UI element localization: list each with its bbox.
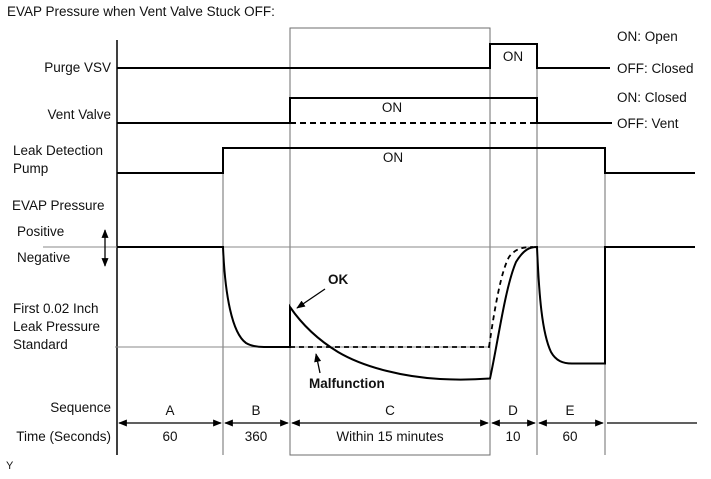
time-row-label: Time (Seconds) [16, 429, 111, 444]
vent-valve-label: Vent Valve [47, 107, 111, 122]
purge-vsv-waveform [117, 43, 610, 69]
leak-detection-pump-waveform [117, 147, 695, 174]
ok-annotation-label: OK [328, 272, 349, 287]
legend-purge-on: ON: Open [617, 29, 678, 44]
sequence-label-c: C [385, 403, 395, 418]
figure-footnote-mark: Y [6, 460, 14, 472]
evap-pressure-label: EVAP Pressure [12, 198, 105, 213]
region-c-box [289, 27, 491, 456]
sequence-label-a: A [165, 403, 174, 418]
ok-pressure-recovery-dashed-curve [488, 246, 534, 348]
figure-title: EVAP Pressure when Vent Valve Stuck OFF: [7, 4, 275, 19]
time-value-d: 10 [505, 429, 520, 444]
purge-vsv-label: Purge VSV [44, 60, 111, 75]
evap-pressure-trace [117, 245, 695, 381]
positive-label: Positive [17, 224, 64, 239]
leak-standard-label-line1: First 0.02 Inch [13, 301, 99, 316]
time-value-e: 60 [562, 429, 577, 444]
leak-detection-pump-label-line1: Leak Detection [13, 143, 103, 158]
time-value-a: 60 [162, 429, 177, 444]
legend-vent-off: OFF: Vent [617, 116, 679, 131]
legend-purge-off: OFF: Closed [617, 61, 694, 76]
vent-valve-commanded-waveform [117, 97, 612, 124]
sequence-label-d: D [508, 403, 518, 418]
sequence-row-label: Sequence [50, 400, 111, 415]
sequence-label-e: E [565, 403, 574, 418]
time-value-b: 360 [245, 429, 268, 444]
malfunction-annotation-arrow [314, 353, 322, 374]
leak-detection-pump-pulse-on-label: ON [383, 150, 403, 165]
negative-label: Negative [17, 250, 70, 265]
leak-detection-pump-label-line2: Pump [13, 161, 48, 176]
legend-vent-on: ON: Closed [617, 90, 687, 105]
time-value-c: Within 15 minutes [336, 429, 444, 444]
vent-valve-pulse-on-label: ON [382, 100, 402, 115]
ok-annotation-arrow [296, 288, 326, 309]
leak-standard-label-line3: Standard [13, 337, 68, 352]
malfunction-annotation-label: Malfunction [309, 376, 385, 391]
purge-vsv-pulse-on-label: ON [503, 49, 523, 64]
sequence-label-b: B [251, 403, 260, 418]
leak-standard-label-line2: Leak Pressure [13, 319, 100, 334]
